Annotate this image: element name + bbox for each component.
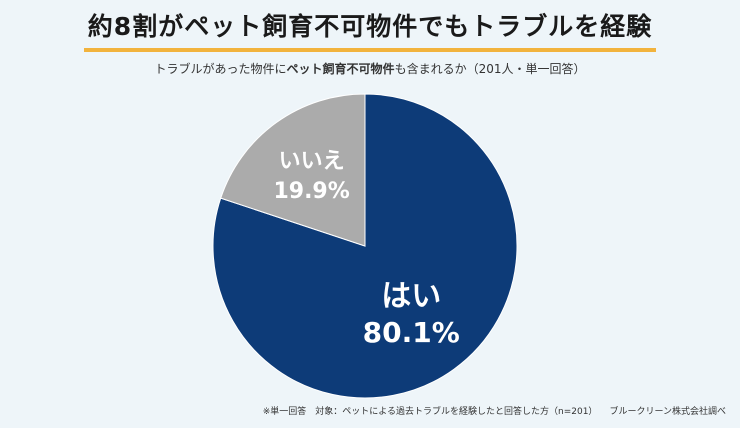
chart-subtitle: トラブルがあった物件にペット飼育不可物件も含まれるか（201人・単一回答） bbox=[0, 60, 740, 77]
subtitle-bold: ペット飼育不可物件 bbox=[286, 62, 395, 76]
title-container: 約8割がペット飼育不可物件でもトラブルを経験 bbox=[0, 10, 740, 52]
footer-note: ※単一回答 対象：ペットによる過去トラブルを経験したと回答した方（n=201） ブ… bbox=[263, 404, 726, 417]
slice-value-1: 19.9% bbox=[273, 179, 349, 204]
footer-note-text: ※単一回答 対象：ペットによる過去トラブルを経験したと回答した方（n=201） bbox=[262, 407, 598, 417]
subtitle-post: も含まれるか（201人・単一回答） bbox=[394, 62, 586, 76]
subtitle-pre: トラブルがあった物件に bbox=[154, 62, 287, 76]
chart-title: 約8割がペット飼育不可物件でもトラブルを経験 bbox=[83, 10, 657, 52]
pie-slice-1 bbox=[220, 93, 366, 247]
footer-source: ブルークリーン株式会社調べ bbox=[609, 407, 726, 417]
slice-label-1: いいえ bbox=[279, 149, 345, 174]
slice-label-0: はい bbox=[381, 279, 441, 314]
slice-value-0: 80.1% bbox=[363, 316, 460, 349]
